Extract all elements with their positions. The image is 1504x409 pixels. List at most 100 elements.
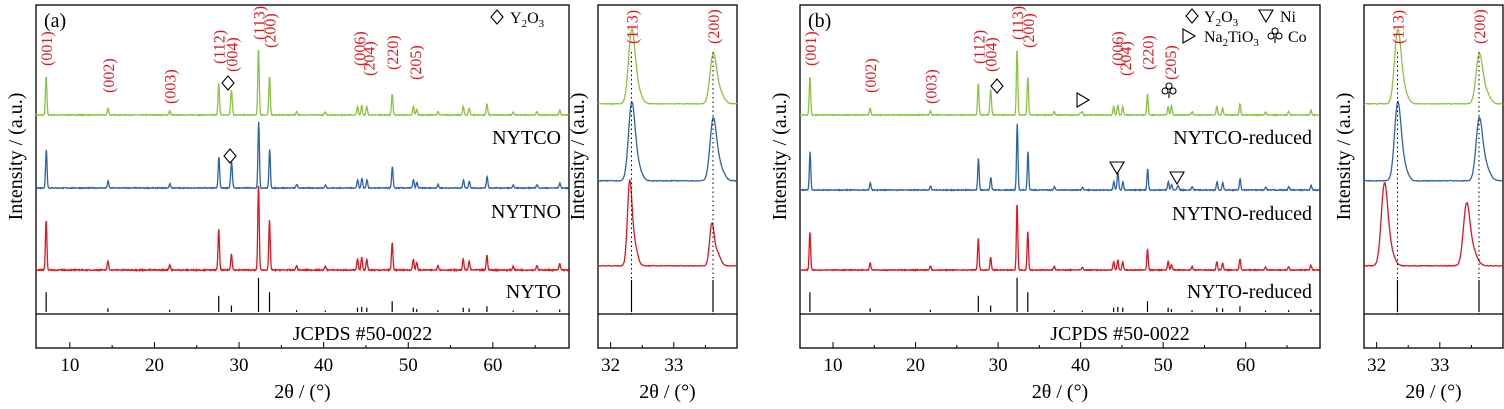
club-leaf (1161, 87, 1169, 95)
plot-frame (35, 4, 570, 349)
hkl-label: (205) (408, 45, 425, 80)
x-tick-label: 33 (1430, 355, 1449, 376)
series-label: NYTO-reduced (1187, 281, 1312, 303)
x-tick-label: 32 (601, 355, 620, 376)
y-axis-label: Intensity / (a.u.) (5, 93, 27, 221)
series-line-NYTO (35, 185, 569, 273)
series-label: NYTCO (492, 127, 561, 149)
hkl-label: (006) (352, 31, 369, 66)
x-tick-label: 30 (230, 355, 249, 376)
series-line-NYTO-reduced (799, 204, 1321, 272)
triangle-down-marker (1109, 161, 1125, 176)
y-axis-label: Intensity / (a.u.) (567, 93, 589, 221)
legend-label: Na2TiO3 (1204, 29, 1259, 49)
x-tick-label: 10 (60, 355, 79, 376)
inset-frame (597, 4, 738, 349)
diamond-marker (990, 78, 1004, 94)
legend-label: Ni (1280, 9, 1297, 26)
legend-diamond-icon (1185, 8, 1199, 24)
x-tick-label: 20 (906, 355, 925, 376)
inset-frame (1363, 4, 1504, 349)
hkl-label: (220) (1140, 35, 1157, 70)
x-tick-label: 40 (314, 355, 333, 376)
legend-triangle-down-icon (1258, 9, 1274, 24)
x-tick-label: 30 (989, 355, 1008, 376)
hkl-label: (112) (212, 30, 229, 64)
club-leaf (1271, 27, 1279, 35)
panel-label: (b) (808, 10, 831, 32)
series-label: NYTNO (491, 201, 561, 223)
x-tick-label: 10 (824, 355, 843, 376)
hkl-label: (200) (263, 13, 280, 48)
hkl-label: (112) (971, 30, 988, 64)
reference-label: JCPDS #50-0022 (1050, 323, 1189, 345)
x-tick-label: 20 (145, 355, 164, 376)
x-tick-label: 50 (1154, 355, 1173, 376)
triangle-down-marker (1169, 171, 1185, 186)
club-leaf (1267, 32, 1275, 40)
legend-label: Y2O3 (510, 10, 545, 30)
panel-b-inset: 32 33 (113) (200) 2θ / (°) Intensity / (a.u.) (1333, 4, 1504, 403)
hkl-label: (204) (361, 41, 378, 76)
x-axis-label: 2θ / (°) (639, 381, 695, 403)
series-line-NYTNO (35, 121, 570, 190)
hkl-label: (003) (163, 69, 180, 104)
x-tick-label: 60 (1236, 355, 1255, 376)
hkl-label: (001) (803, 31, 820, 66)
x-tick-label: 50 (399, 355, 418, 376)
club-leaf (1169, 87, 1177, 95)
inset-series-line (1363, 181, 1504, 267)
x-tick-label: 32 (1367, 355, 1386, 376)
y-axis-label: Intensity / (a.u.) (1333, 93, 1355, 221)
panel-a: 10 20 30 40 50 60 JCPDS #50-0022 NYTCO NYTNO NYTO… (5, 4, 570, 403)
hkl-label: (113) (1390, 10, 1407, 44)
reference-label: JCPDS #50-0022 (293, 323, 432, 345)
hkl-label: (204) (1118, 41, 1135, 76)
x-axis-label: 2θ / (°) (1405, 381, 1461, 403)
legend-label: Co (1288, 29, 1307, 46)
legend-triangle-right-icon (1182, 28, 1197, 44)
hkl-label: (001) (39, 31, 56, 66)
hkl-label: (113) (624, 10, 641, 44)
club-leaf (1165, 82, 1173, 90)
diamond-marker (221, 75, 235, 91)
hkl-label: (200) (1472, 9, 1489, 44)
club-leaf (1275, 32, 1283, 40)
legend-club-icon (1267, 27, 1283, 43)
triangle-right-marker (1076, 92, 1091, 108)
hkl-label: (200) (706, 9, 723, 44)
y-axis-label: Intensity / (a.u.) (769, 93, 791, 221)
hkl-label: (004) (984, 37, 1001, 72)
hkl-label: (200) (1021, 13, 1038, 48)
x-tick-label: 60 (483, 355, 502, 376)
series-line-NYTNO-reduced (799, 123, 1321, 192)
plot-frame (799, 4, 1321, 349)
series-line-NYTCO-reduced (799, 50, 1320, 117)
series-line-NYTCO (35, 49, 570, 117)
series-label: NYTO (506, 281, 561, 303)
diamond-marker (223, 148, 237, 164)
inset-series-line (1363, 100, 1504, 182)
hkl-label: (002) (101, 58, 118, 93)
inset-series-line (597, 178, 738, 267)
inset-series-line (597, 27, 738, 105)
panel-a-inset: 32 33 (113) (200) 2θ / (°) Intensity / (a.u.) (567, 4, 738, 403)
inset-series-line (1363, 28, 1504, 105)
series-label: NYTCO-reduced (1173, 127, 1312, 149)
club-marker (1161, 82, 1177, 98)
x-axis-label: 2θ / (°) (1032, 381, 1088, 403)
hkl-label: (004) (224, 37, 241, 72)
x-tick-label: 33 (664, 355, 683, 376)
hkl-label: (002) (863, 58, 880, 93)
series-label: NYTNO-reduced (1172, 203, 1312, 225)
hkl-label: (113) (252, 6, 269, 40)
panel-label: (a) (44, 10, 66, 32)
hkl-label: (205) (1163, 45, 1180, 80)
panel-b: 10 20 30 40 50 60 JCPDS #50-0022 NYTCO-reduced N… (769, 4, 1321, 403)
hkl-label: (006) (1110, 31, 1127, 66)
inset-series-line (597, 101, 738, 182)
legend-label: Y2O3 (1204, 9, 1239, 29)
hkl-label: (220) (385, 35, 402, 70)
hkl-label: (113) (1010, 6, 1027, 40)
